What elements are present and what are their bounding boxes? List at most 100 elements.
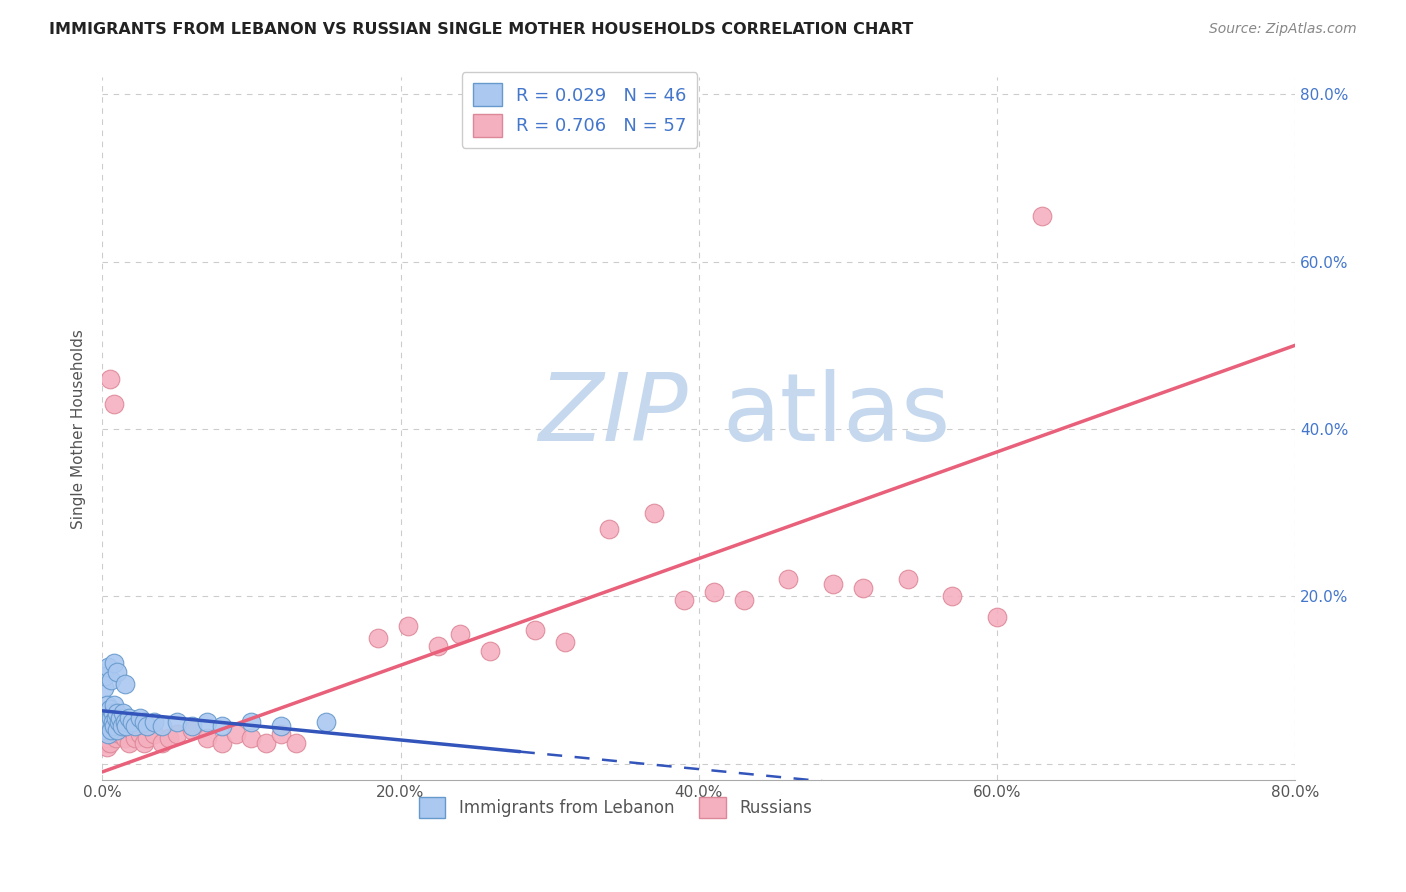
Point — [98, 716, 121, 731]
Point — [93, 714, 115, 729]
Point — [166, 727, 188, 741]
Point — [97, 710, 120, 724]
Point — [941, 589, 963, 603]
Point — [150, 736, 173, 750]
Point — [114, 677, 136, 691]
Point — [115, 719, 138, 733]
Point — [132, 736, 155, 750]
Point — [114, 714, 136, 729]
Point — [105, 723, 128, 737]
Point — [367, 631, 389, 645]
Point — [128, 710, 150, 724]
Point — [97, 727, 120, 741]
Point — [98, 736, 121, 750]
Point — [118, 736, 141, 750]
Point — [114, 731, 136, 746]
Point — [897, 573, 920, 587]
Point — [554, 635, 576, 649]
Point — [96, 698, 118, 712]
Point — [94, 723, 117, 737]
Point — [1031, 209, 1053, 223]
Point — [180, 723, 202, 737]
Point — [124, 719, 146, 733]
Point — [986, 610, 1008, 624]
Point — [103, 656, 125, 670]
Point — [94, 669, 117, 683]
Point — [98, 723, 121, 737]
Point — [195, 731, 218, 746]
Point — [285, 736, 308, 750]
Point — [96, 739, 118, 754]
Point — [108, 710, 131, 724]
Point — [97, 731, 120, 746]
Point — [115, 714, 138, 729]
Point — [396, 618, 419, 632]
Text: atlas: atlas — [723, 368, 950, 461]
Point — [733, 593, 755, 607]
Point — [100, 723, 122, 737]
Point — [143, 714, 166, 729]
Point — [104, 710, 127, 724]
Text: Source: ZipAtlas.com: Source: ZipAtlas.com — [1209, 22, 1357, 37]
Point — [180, 719, 202, 733]
Point — [195, 714, 218, 729]
Point — [105, 665, 128, 679]
Point — [98, 372, 121, 386]
Point — [110, 719, 132, 733]
Point — [211, 736, 233, 750]
Point — [672, 593, 695, 607]
Point — [166, 714, 188, 729]
Point — [105, 706, 128, 721]
Legend: Immigrants from Lebanon, Russians: Immigrants from Lebanon, Russians — [412, 790, 818, 825]
Point — [150, 719, 173, 733]
Point — [93, 723, 115, 737]
Point — [97, 710, 120, 724]
Point — [128, 727, 150, 741]
Point — [96, 719, 118, 733]
Point — [523, 623, 546, 637]
Point — [94, 714, 117, 729]
Point — [96, 719, 118, 733]
Point — [121, 714, 143, 729]
Text: IMMIGRANTS FROM LEBANON VS RUSSIAN SINGLE MOTHER HOUSEHOLDS CORRELATION CHART: IMMIGRANTS FROM LEBANON VS RUSSIAN SINGL… — [49, 22, 914, 37]
Point — [124, 731, 146, 746]
Point — [101, 727, 124, 741]
Point — [108, 727, 131, 741]
Point — [703, 585, 725, 599]
Point — [598, 522, 620, 536]
Point — [93, 681, 115, 696]
Point — [101, 714, 124, 729]
Y-axis label: Single Mother Households: Single Mother Households — [72, 329, 86, 529]
Point — [225, 727, 247, 741]
Point — [103, 698, 125, 712]
Point — [103, 397, 125, 411]
Point — [254, 736, 277, 750]
Point — [121, 723, 143, 737]
Point — [136, 731, 159, 746]
Point — [103, 719, 125, 733]
Point — [270, 727, 292, 741]
Point — [240, 714, 263, 729]
Point — [100, 710, 122, 724]
Point — [112, 706, 135, 721]
Point — [315, 714, 337, 729]
Point — [94, 706, 117, 721]
Point — [240, 731, 263, 746]
Point — [98, 702, 121, 716]
Point — [449, 627, 471, 641]
Point — [118, 710, 141, 724]
Point — [157, 731, 180, 746]
Point — [100, 673, 122, 687]
Point — [107, 714, 129, 729]
Point — [136, 719, 159, 733]
Point — [211, 719, 233, 733]
Point — [104, 731, 127, 746]
Point — [823, 576, 845, 591]
Point — [143, 727, 166, 741]
Point — [101, 706, 124, 721]
Point — [426, 640, 449, 654]
Point — [778, 573, 800, 587]
Point — [105, 714, 128, 729]
Point — [100, 714, 122, 729]
Point — [479, 643, 502, 657]
